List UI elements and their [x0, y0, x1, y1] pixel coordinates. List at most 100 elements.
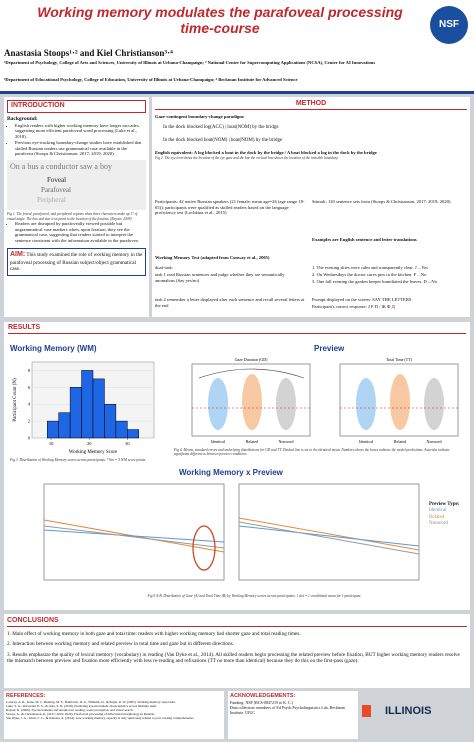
y-tick-label: 8	[28, 368, 31, 373]
sentence: On a bus a conductor saw a boy	[10, 162, 112, 172]
item: 1. Main effect of working memory in both…	[7, 630, 301, 637]
bar	[115, 420, 128, 439]
item: 3. Results emphasize the quality of lexi…	[7, 651, 460, 665]
bullet: English readers with higher working memo…	[15, 123, 146, 140]
y-axis-label: Participant Count (N)	[13, 378, 18, 422]
wm-test: Working Memory Test (adapted from Conway…	[155, 255, 270, 260]
legend-title: Preview Type:	[429, 502, 460, 507]
subheading: Working Memory x Preview	[179, 468, 283, 477]
histogram: 0 2 4 6 8 10 20 30 Working Memory Score Participa…	[13, 361, 155, 455]
prompt: Prompt displayed on the screen: SAY THE …	[312, 297, 412, 302]
region: Peripheral	[37, 196, 66, 205]
bar	[47, 420, 59, 439]
title: Working memory modulates the parafoveal …	[37, 4, 403, 37]
heading: RESULTS	[8, 324, 466, 334]
aim: AIM: This study examined the role of wor…	[7, 247, 146, 276]
legend-item: Identical	[429, 508, 447, 514]
panel	[339, 363, 459, 437]
english: English equivalent: A log blocked a boat…	[155, 149, 377, 155]
results: RESULTS Working Memory (WM) 0 2 4 6 8 10 20 30 W…	[4, 322, 470, 610]
y-tick-label: 0	[28, 436, 31, 441]
x-tick-label: 10	[49, 441, 54, 446]
task: task 1 read Russian sentences and judge …	[155, 272, 285, 283]
legend-item: Related	[429, 514, 445, 520]
category: Identical	[359, 439, 374, 444]
region: Foveal	[47, 176, 67, 185]
footer-logo: ILLINOIS	[362, 705, 470, 717]
participants: Participants: 42 native Russian speakers…	[155, 199, 305, 216]
preview-plots: Gaze Duration (GD) Total Time (TT) Ident…	[191, 357, 459, 444]
category: Nonword	[278, 439, 293, 444]
y-tick-label: 6	[28, 385, 31, 390]
heading: REFERENCES:	[6, 693, 46, 699]
task: task 2 remember a letter displayed after…	[155, 297, 305, 308]
divider	[0, 91, 474, 94]
bullets: English readers with higher working memo…	[7, 123, 146, 157]
heading: CONCLUSIONS	[7, 617, 467, 627]
bullets: Readers are disrupted by parafoveally vi…	[7, 221, 146, 244]
acknowledgements: ACKNOWLEDGEMENTS: Funding: NSF (BCS-0847…	[228, 691, 358, 739]
caption: Fig 5 A-B. Distribution of Gaze (A) and …	[147, 594, 361, 598]
y-tick-label: 2	[28, 419, 30, 424]
interaction-plots	[43, 483, 420, 581]
caption: Fig 2. The eye icon shows the location o…	[155, 155, 339, 160]
bar	[81, 370, 94, 439]
dual-task: dual-task:	[155, 265, 174, 270]
introduction: INTRODUCTION Background: English readers…	[4, 97, 149, 317]
figure: On a bus a conductor saw a boy Foveal Pa…	[7, 160, 146, 211]
x-tick-label: 30	[125, 441, 130, 446]
category: Related	[394, 439, 406, 444]
panel-title: Gaze Duration (GD)	[235, 357, 269, 362]
reference: Stoops, A., & Christianson, K. (2017; 20…	[6, 712, 155, 717]
item: Funding: NSF (BCS-0847219 to K. C.)	[230, 699, 294, 705]
caption: Fig 4. Means, standard errors and underl…	[174, 448, 450, 457]
sentence: In the dock blocked log(ACC) | boat(NOM)…	[163, 125, 279, 131]
category: Nonword	[426, 439, 441, 444]
header: Working memory modulates the parafoveal …	[0, 0, 474, 92]
label: Background:	[7, 115, 38, 122]
bullet: Readers are disrupted by parafoveally vi…	[15, 221, 146, 244]
legend: Preview Type: Identical Related Nonword	[429, 502, 459, 527]
reference: Rayner, K. (2009). Eye movements and att…	[6, 708, 134, 713]
x-tick-label: 20	[87, 441, 92, 446]
reference: Conway, A. R., Kane, M. J., Bunting, M. …	[6, 699, 176, 704]
bar	[69, 387, 82, 439]
paradigm: Gaze-contingent boundary-change paradigm…	[155, 113, 245, 119]
category: Related	[246, 439, 258, 444]
bar	[104, 403, 117, 439]
bullet: Previous eye-tracking boundary-change st…	[15, 140, 146, 157]
aim-text: This study examined the role of working …	[10, 251, 143, 273]
example: 2. On Wednesdays the doctor cures pies i…	[312, 272, 427, 277]
reference: Luke, S. G., Darowski, E. S., & Gale, S.…	[6, 703, 158, 708]
region: Parafoveal	[41, 186, 71, 195]
item: 2. Interaction between working memory an…	[7, 641, 234, 648]
caption: Fig 3. Distribution of Working Memory sc…	[10, 458, 147, 462]
caption: Fig 1. The foveal, parafoveal, and perip…	[7, 212, 138, 221]
category: Identical	[211, 439, 226, 444]
bar	[58, 412, 71, 439]
heading: ACKNOWLEDGEMENTS:	[230, 693, 296, 699]
x-axis-label: Working Memory Score	[69, 450, 118, 455]
item: Data collection: members of Ed Psych Psy…	[230, 704, 345, 715]
method: METHOD Gaze-contingent boundary-change p…	[152, 97, 470, 317]
subheading: Working Memory (WM)	[10, 344, 97, 353]
heading: METHOD	[155, 100, 467, 110]
aim-label: AIM:	[10, 250, 26, 258]
authors: Anastasia Stoops¹·² and Kiel Christianso…	[4, 48, 173, 58]
bar	[92, 378, 105, 439]
subheading: Preview	[314, 344, 345, 353]
affiliation: ³Department of Educational Psychology, C…	[4, 77, 298, 82]
note: Examples are English sentence and letter…	[312, 237, 417, 242]
conclusions: CONCLUSIONS 1. Main effect of working me…	[4, 614, 470, 688]
stimuli: Stimuli: 120 sentence sets from (Stoops …	[312, 199, 452, 204]
y-tick-label: 4	[28, 402, 31, 407]
heading: INTRODUCTION	[7, 100, 146, 113]
panel-title: Total Time (TT)	[386, 357, 413, 362]
panel	[191, 363, 311, 437]
affiliation: ¹Department of Psychology, College of Ar…	[4, 60, 376, 65]
legend-item: Nonword	[429, 520, 448, 526]
references: REFERENCES: Conway, A. R., Kane, M. J., …	[4, 691, 224, 739]
response: Participant's correct response: J F D / …	[312, 304, 395, 309]
example: 3. One fall evening the garden keeper hu…	[312, 279, 438, 284]
